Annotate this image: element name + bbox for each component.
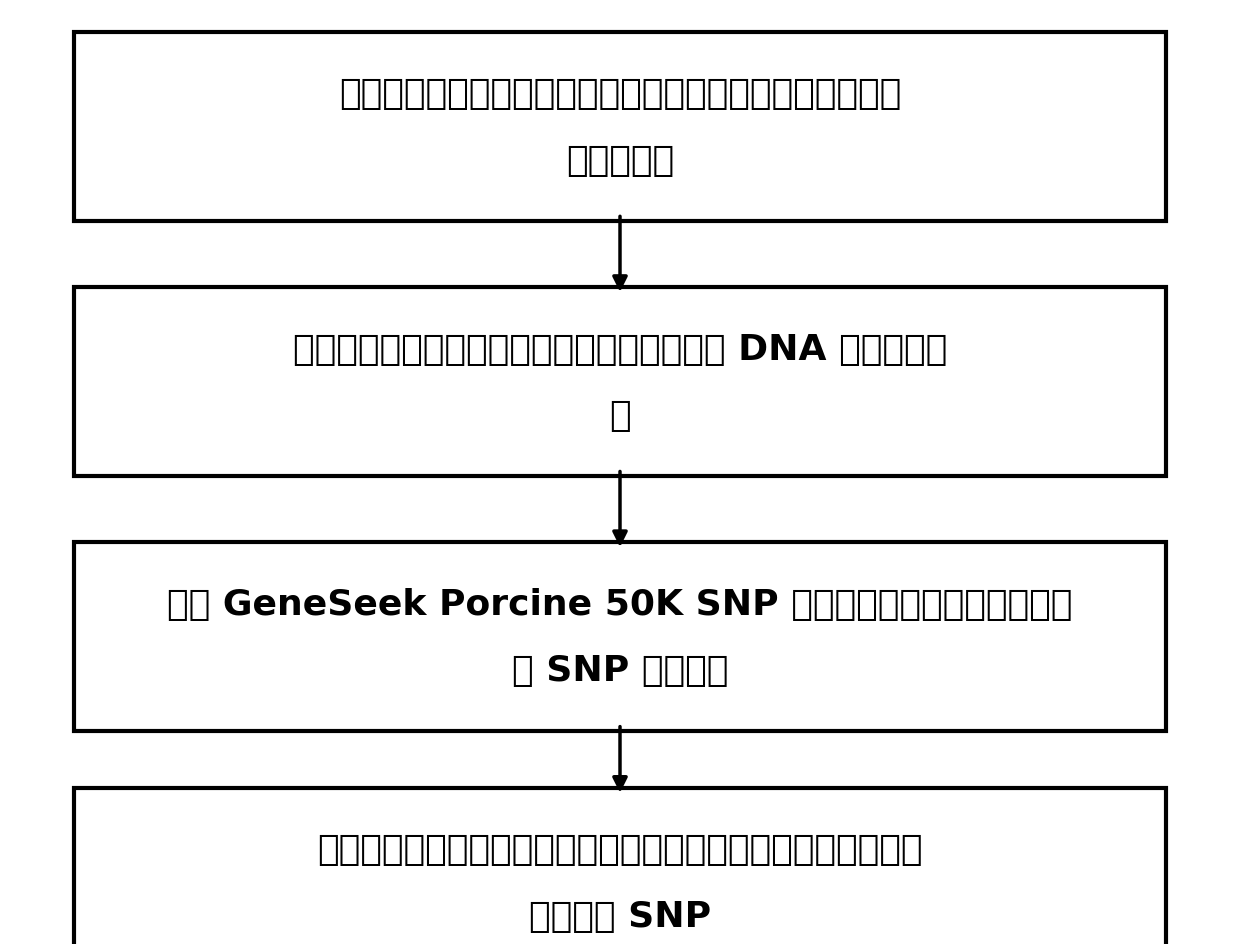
Text: 为表型数据: 为表型数据 [565,143,675,177]
Bar [74,33,1166,222]
Text: 著关联的 SNP: 著关联的 SNP [529,899,711,933]
Text: 测: 测 [609,398,631,432]
Text: 利用全基因组关联分析技术，获得与丹系大白猪初配日龄性状显: 利用全基因组关联分析技术，获得与丹系大白猪初配日龄性状显 [317,833,923,867]
Bar [74,543,1166,732]
Text: 通过 GeneSeek Porcine 50K SNP 高密度芯片进行基因分型得到: 通过 GeneSeek Porcine 50K SNP 高密度芯片进行基因分型得… [167,587,1073,621]
Text: 的 SNP 分型数据: 的 SNP 分型数据 [512,653,728,687]
Bar [74,788,1166,944]
Text: 采集这些丹系大白猪的耳组织样品，并提取其 DNA 进行质量检: 采集这些丹系大白猪的耳组织样品，并提取其 DNA 进行质量检 [293,332,947,366]
Bar [74,288,1166,477]
Text: 记录来自中国南部某种猪场的丹系大白猪的初配日龄性状作: 记录来自中国南部某种猪场的丹系大白猪的初配日龄性状作 [339,77,901,111]
